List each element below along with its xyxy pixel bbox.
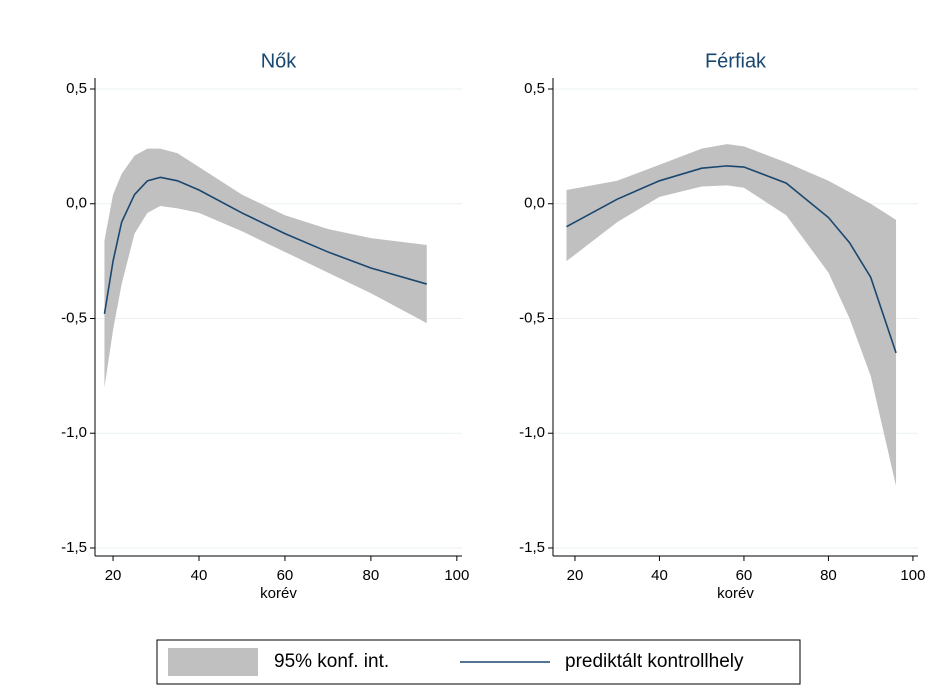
legend-label: prediktált kontrollhely xyxy=(565,651,744,672)
panel-title: Férfiak xyxy=(705,50,767,72)
x-axis-label: korév xyxy=(260,585,297,602)
prediction-line xyxy=(566,165,897,354)
y-tick-label: 0,0 xyxy=(66,195,87,212)
panel-title: Nők xyxy=(261,50,298,72)
prediction-line xyxy=(103,176,427,315)
y-tick-label: -1,5 xyxy=(61,539,87,556)
legend-box xyxy=(156,639,801,685)
x-tick-label: 40 xyxy=(651,567,668,584)
x-tick-label: 20 xyxy=(105,567,122,584)
x-tick-label: 100 xyxy=(444,567,469,584)
x-tick-label: 100 xyxy=(900,567,925,584)
y-tick-label: 0,0 xyxy=(524,195,545,212)
y-tick-label: -1,0 xyxy=(519,424,545,441)
legend-label: 95% konf. int. xyxy=(274,651,389,672)
y-tick-label: 0,5 xyxy=(524,80,545,97)
y-tick-label: -0,5 xyxy=(61,309,87,326)
legend-band-swatch xyxy=(168,648,258,676)
x-axis-label: korév xyxy=(717,585,754,602)
confidence-band xyxy=(566,144,897,487)
x-tick-label: 80 xyxy=(820,567,837,584)
x-tick-label: 60 xyxy=(736,567,753,584)
confidence-band xyxy=(104,148,427,388)
x-tick-label: 80 xyxy=(363,567,380,584)
y-tick-label: -1,0 xyxy=(61,424,87,441)
y-tick-label: -1,5 xyxy=(519,539,545,556)
x-tick-label: 20 xyxy=(567,567,584,584)
x-tick-label: 60 xyxy=(277,567,294,584)
x-tick-label: 40 xyxy=(191,567,208,584)
y-tick-label: -0,5 xyxy=(519,309,545,326)
y-tick-label: 0,5 xyxy=(66,80,87,97)
